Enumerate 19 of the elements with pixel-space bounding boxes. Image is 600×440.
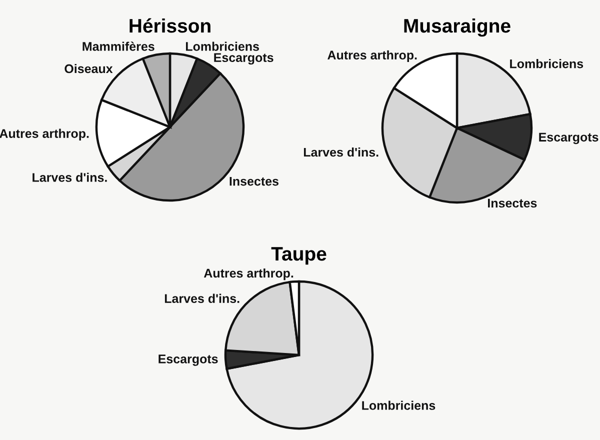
slice-label: Autres arthrop. <box>204 268 294 280</box>
slice-label: Escargots <box>214 53 274 65</box>
slice-label: Larves d'ins. <box>164 294 240 303</box>
slice-label: Autres arthrop. <box>328 50 417 62</box>
slice-label: Lombriciens <box>510 59 584 68</box>
chart-title: Hérisson <box>130 18 210 33</box>
slice-label: Insectes <box>230 177 278 186</box>
slice-label: Larves d'ins. <box>304 148 378 157</box>
slice-label: Oiseaux <box>64 64 113 74</box>
chart-title: Taupe <box>271 247 326 265</box>
slice-label: Lombriciens <box>186 42 259 51</box>
slice-label: Larves d'ins. <box>32 172 107 182</box>
slice-label: Autres arthrop. <box>0 128 89 140</box>
slice-label: Escargots <box>158 354 218 366</box>
chart-title: Musaraigne <box>404 18 510 37</box>
slice-label: Mammifères <box>82 42 154 51</box>
slice-label: Lombriciens <box>362 400 436 410</box>
slice-label: Escargots <box>539 132 598 144</box>
slice-label: Insectes <box>488 198 537 208</box>
